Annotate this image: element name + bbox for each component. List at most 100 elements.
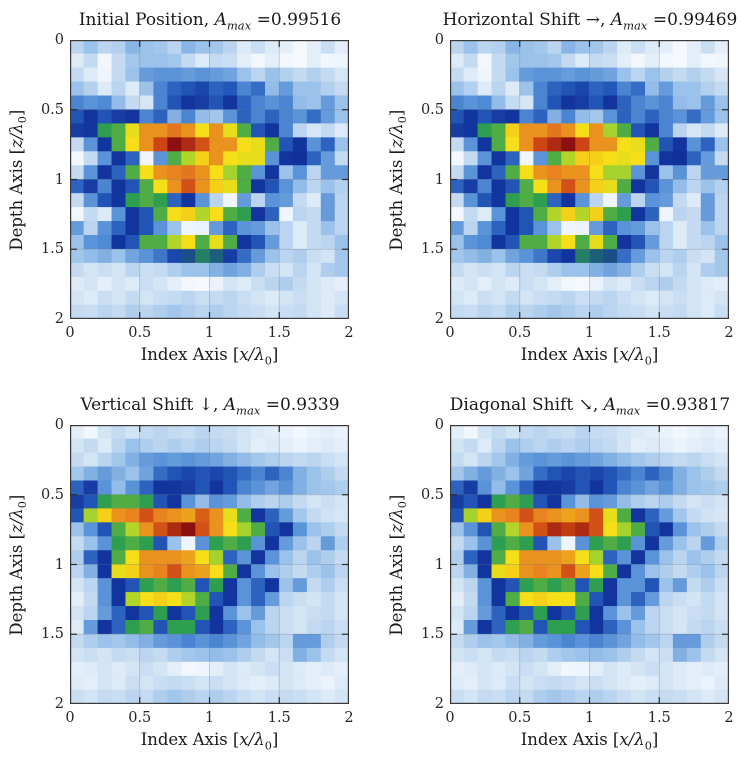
subplot-title-vertical-shift: Vertical Shift ↓, Amax =0.9339 — [21, 395, 400, 417]
x-axis-label-close: ] — [651, 345, 659, 364]
x-axis-label-text: Index Axis [ — [140, 345, 240, 364]
x-tick-label: 1.5 — [647, 710, 671, 726]
amax-subscript: max — [226, 18, 252, 33]
y-tick-label: 2 — [434, 696, 444, 712]
equals-sign: = — [260, 395, 281, 415]
title-text: Initial Position, — [78, 10, 215, 30]
amax-symbol: A — [214, 10, 227, 30]
title-text: Diagonal Shift ↘, — [449, 395, 604, 415]
subplot-title-initial-position: Initial Position, Amax =0.99516 — [21, 10, 400, 32]
amax-subscript: max — [236, 403, 261, 418]
y-axis-label-close: ] — [386, 109, 406, 116]
x-tick-label: 1 — [204, 710, 215, 726]
amax-value: 0.9339 — [280, 395, 340, 415]
x-axis-label-diagonal-shift: Index Axis [x/λ0] — [440, 730, 740, 752]
y-axis-label-sub: 0 — [396, 115, 410, 123]
x-axis-label-close: ] — [651, 730, 659, 749]
amax-value: 0.99469 — [667, 10, 738, 30]
amax-value: 0.99516 — [270, 10, 342, 30]
x-tick-label: 2 — [724, 325, 734, 341]
x-axis-label-text: Index Axis [ — [520, 345, 620, 364]
y-axis-label-diagonal-shift: Depth Axis [z/λ0] — [387, 445, 409, 685]
y-tick-label: 0 — [434, 417, 444, 433]
y-tick-label: 0.5 — [420, 486, 444, 503]
y-tick-label: 1.5 — [420, 626, 444, 643]
x-tick-label: 1 — [204, 325, 215, 341]
amax-value: 0.93817 — [659, 395, 731, 415]
x-tick-label: 0.5 — [508, 325, 532, 341]
y-axis-label-text: Depth Axis [ — [386, 532, 406, 636]
amax-symbol: A — [603, 395, 616, 415]
x-tick-label: 0 — [65, 710, 75, 726]
y-tick-label: 0.5 — [40, 101, 64, 118]
y-axis-label-close: ] — [386, 494, 406, 501]
plot-area-diagonal-shift — [450, 425, 729, 704]
x-axis-label-close: ] — [271, 730, 279, 749]
x-tick-label: 0.5 — [508, 710, 532, 726]
y-tick-label: 1.5 — [40, 241, 64, 258]
amax-subscript: max — [623, 18, 648, 33]
amax-subscript: max — [615, 403, 641, 418]
x-axis-label-close: ] — [271, 345, 279, 364]
x-tick-label: 1 — [584, 325, 595, 341]
y-axis-label-text: Depth Axis [ — [386, 147, 406, 251]
y-axis-label-vertical-shift: Depth Axis [z/λ0] — [7, 445, 29, 685]
y-axis-label-sub: 0 — [396, 500, 410, 508]
y-tick-label: 0.5 — [420, 101, 444, 118]
x-axis-label-sub: 0 — [644, 354, 652, 368]
amax-symbol: A — [610, 10, 624, 30]
y-tick-label: 1 — [54, 556, 64, 573]
y-tick-label: 0 — [54, 32, 64, 48]
y-tick-label: 1 — [54, 171, 64, 188]
x-tick-label: 2 — [344, 325, 354, 341]
y-tick-label: 0 — [434, 32, 444, 48]
x-axis-label-text: Index Axis [ — [520, 730, 620, 749]
x-axis-label-vertical-shift: Index Axis [x/λ0] — [60, 730, 360, 752]
y-tick-label: 1.5 — [40, 626, 64, 643]
y-tick-label: 0.5 — [40, 486, 64, 503]
y-axis-label-var: z/λ — [386, 507, 406, 533]
x-axis-label-var: x/λ — [239, 345, 265, 364]
subplot-title-diagonal-shift: Diagonal Shift ↘, Amax =0.93817 — [401, 395, 750, 417]
x-axis-label-horizontal-shift: Index Axis [x/λ0] — [440, 345, 740, 367]
x-axis-label-initial-position: Index Axis [x/λ0] — [60, 345, 360, 367]
x-tick-label: 0 — [445, 710, 455, 726]
y-tick-label: 2 — [434, 311, 444, 327]
x-axis-label-var: x/λ — [239, 730, 265, 749]
x-axis-label-var: x/λ — [619, 730, 645, 749]
x-axis-label-sub: 0 — [264, 739, 272, 753]
y-axis-label-close: ] — [6, 494, 26, 501]
y-axis-label-text: Depth Axis [ — [6, 147, 26, 251]
equals-sign: = — [251, 10, 271, 30]
y-axis-label-sub: 0 — [16, 500, 30, 508]
title-text: Horizontal Shift →, — [442, 10, 611, 30]
equals-sign: = — [640, 395, 660, 415]
y-axis-label-close: ] — [6, 109, 26, 116]
y-axis-label-sub: 0 — [16, 115, 30, 123]
y-axis-label-var: z/λ — [386, 122, 406, 148]
y-axis-label-text: Depth Axis [ — [6, 532, 26, 636]
x-tick-label: 1 — [584, 710, 595, 726]
x-axis-label-var: x/λ — [619, 345, 645, 364]
heatmap-canvas-vertical-shift — [70, 425, 349, 704]
y-tick-label: 1.5 — [420, 241, 444, 258]
x-tick-label: 2 — [724, 710, 734, 726]
x-tick-label: 0 — [445, 325, 455, 341]
y-tick-label: 2 — [54, 311, 64, 327]
heatmap-canvas-initial-position — [70, 40, 349, 319]
x-tick-label: 1.5 — [267, 325, 291, 341]
x-axis-label-sub: 0 — [644, 739, 652, 753]
plot-area-horizontal-shift — [450, 40, 729, 319]
subplot-title-horizontal-shift: Horizontal Shift →, Amax =0.99469 — [401, 10, 750, 32]
y-axis-label-initial-position: Depth Axis [z/λ0] — [7, 60, 29, 300]
y-axis-label-var: z/λ — [6, 507, 26, 533]
heatmap-canvas-diagonal-shift — [450, 425, 729, 704]
x-axis-label-sub: 0 — [264, 354, 272, 368]
x-tick-label: 2 — [344, 710, 354, 726]
equals-sign: = — [647, 10, 668, 30]
x-tick-label: 0 — [65, 325, 75, 341]
y-axis-label-var: z/λ — [6, 122, 26, 148]
x-axis-label-text: Index Axis [ — [140, 730, 240, 749]
title-text: Vertical Shift ↓, — [80, 395, 224, 415]
